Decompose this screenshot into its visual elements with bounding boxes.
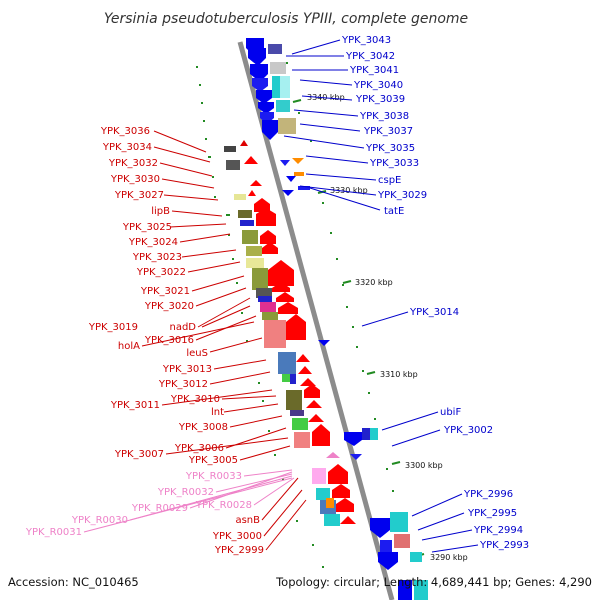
gene-label[interactable]: YPK_3035 — [365, 143, 415, 154]
gene-label[interactable]: YPK_3040 — [353, 80, 403, 91]
rna-label[interactable]: YPK_R0030 — [71, 515, 128, 526]
right-label-group: YPK_3043 YPK_3042 YPK_3041 YPK_3040 YPK_… — [341, 35, 529, 551]
tick-label: 3300 kbp — [405, 461, 443, 470]
gene-label[interactable]: YPK_3008 — [178, 422, 228, 433]
reverse-features — [224, 140, 356, 526]
gene-label[interactable]: YPK_3022 — [136, 267, 186, 278]
tick-label: 3310 kbp — [380, 370, 418, 379]
gene-label[interactable]: lipB — [151, 206, 170, 217]
gene-label[interactable]: nadD — [169, 322, 196, 333]
gene-label[interactable]: YPK_3011 — [110, 400, 160, 411]
gene-label[interactable]: leuS — [186, 348, 208, 359]
left-leaders — [141, 130, 307, 551]
forward-features — [246, 38, 428, 600]
tick-label: 3330 kbp — [330, 186, 368, 195]
gene-label[interactable]: YPK_3039 — [355, 94, 405, 105]
gene-label[interactable]: YPK_3032 — [108, 158, 158, 169]
gene-label[interactable]: YPK_3019 — [88, 322, 138, 333]
gene-label[interactable]: YPK_3041 — [349, 65, 399, 76]
gene-label[interactable]: YPK_3024 — [128, 237, 178, 248]
gene-label[interactable]: cspE — [378, 175, 401, 186]
gene-label[interactable]: YPK_3033 — [369, 158, 419, 169]
gene-label[interactable]: YPK_3036 — [100, 126, 150, 137]
gene-label[interactable]: holA — [118, 341, 140, 352]
gene-label[interactable]: YPK_3020 — [144, 301, 194, 312]
rna-label-group: YPK_R0033 YPK_R0032 YPK_R0028 YPK_R0029 … — [25, 471, 252, 538]
gene-label[interactable]: YPK_2994 — [473, 525, 523, 536]
rna-label[interactable]: YPK_R0032 — [157, 487, 214, 498]
gene-label[interactable]: ubiF — [440, 407, 461, 418]
gene-label[interactable]: YPK_3037 — [363, 126, 413, 137]
gene-label[interactable]: YPK_2993 — [479, 540, 529, 551]
gene-label[interactable]: YPK_3029 — [377, 190, 427, 201]
gene-label[interactable]: YPK_3013 — [162, 364, 212, 375]
gene-label[interactable]: YPK_3005 — [188, 455, 238, 466]
gene-label[interactable]: YPK_3014 — [409, 307, 459, 318]
rna-label[interactable]: YPK_R0033 — [185, 471, 242, 482]
right-leaders — [283, 39, 479, 553]
accession-text: Accession: NC_010465 — [8, 575, 139, 589]
gene-label[interactable]: tatE — [384, 206, 404, 217]
gene-label[interactable]: YPK_3007 — [114, 449, 164, 460]
gene-label[interactable]: YPK_3010 — [170, 394, 220, 405]
gene-label[interactable]: YPK_2996 — [463, 489, 513, 500]
tick-dots-left — [196, 66, 324, 568]
gene-label[interactable]: YPK_3027 — [114, 190, 164, 201]
gene-label[interactable]: YPK_3038 — [359, 111, 409, 122]
tick-label: 3320 kbp — [355, 278, 393, 287]
gene-label[interactable]: YPK_3021 — [140, 286, 190, 297]
rna-leaders — [83, 469, 295, 533]
gene-label[interactable]: YPK_3043 — [341, 35, 391, 46]
gene-label[interactable]: YPK_3034 — [102, 142, 152, 153]
rna-label[interactable]: YPK_R0028 — [195, 500, 252, 511]
topology-text: Topology: circular; Length: 4,689,441 bp… — [275, 575, 592, 589]
gene-label[interactable]: asnB — [235, 515, 260, 526]
rna-label[interactable]: YPK_R0031 — [25, 527, 82, 538]
left-label-group: YPK_3036 YPK_3034 YPK_3032 YPK_3030 YPK_… — [88, 126, 264, 556]
gene-label[interactable]: YPK_3042 — [345, 51, 395, 62]
gene-label[interactable]: YPK_3023 — [132, 252, 182, 263]
map-title: Yersinia pseudotuberculosis YPIII, compl… — [104, 11, 468, 27]
gene-label[interactable]: YPK_2995 — [467, 508, 517, 519]
gene-label[interactable]: YPK_3002 — [443, 425, 493, 436]
gene-label[interactable]: lnt — [211, 407, 224, 418]
gene-label[interactable]: YPK_3000 — [212, 531, 262, 542]
gene-label[interactable]: YPK_3030 — [110, 174, 160, 185]
rna-label[interactable]: YPK_R0029 — [131, 503, 188, 514]
tick-label: 3290 kbp — [430, 553, 468, 562]
gene-label[interactable]: YPK_2999 — [214, 545, 264, 556]
gene-label[interactable]: YPK_3016 — [144, 335, 194, 346]
gene-label[interactable]: YPK_3025 — [122, 222, 172, 233]
gene-label[interactable]: YPK_3006 — [174, 443, 224, 454]
gene-label[interactable]: YPK_3012 — [158, 379, 208, 390]
